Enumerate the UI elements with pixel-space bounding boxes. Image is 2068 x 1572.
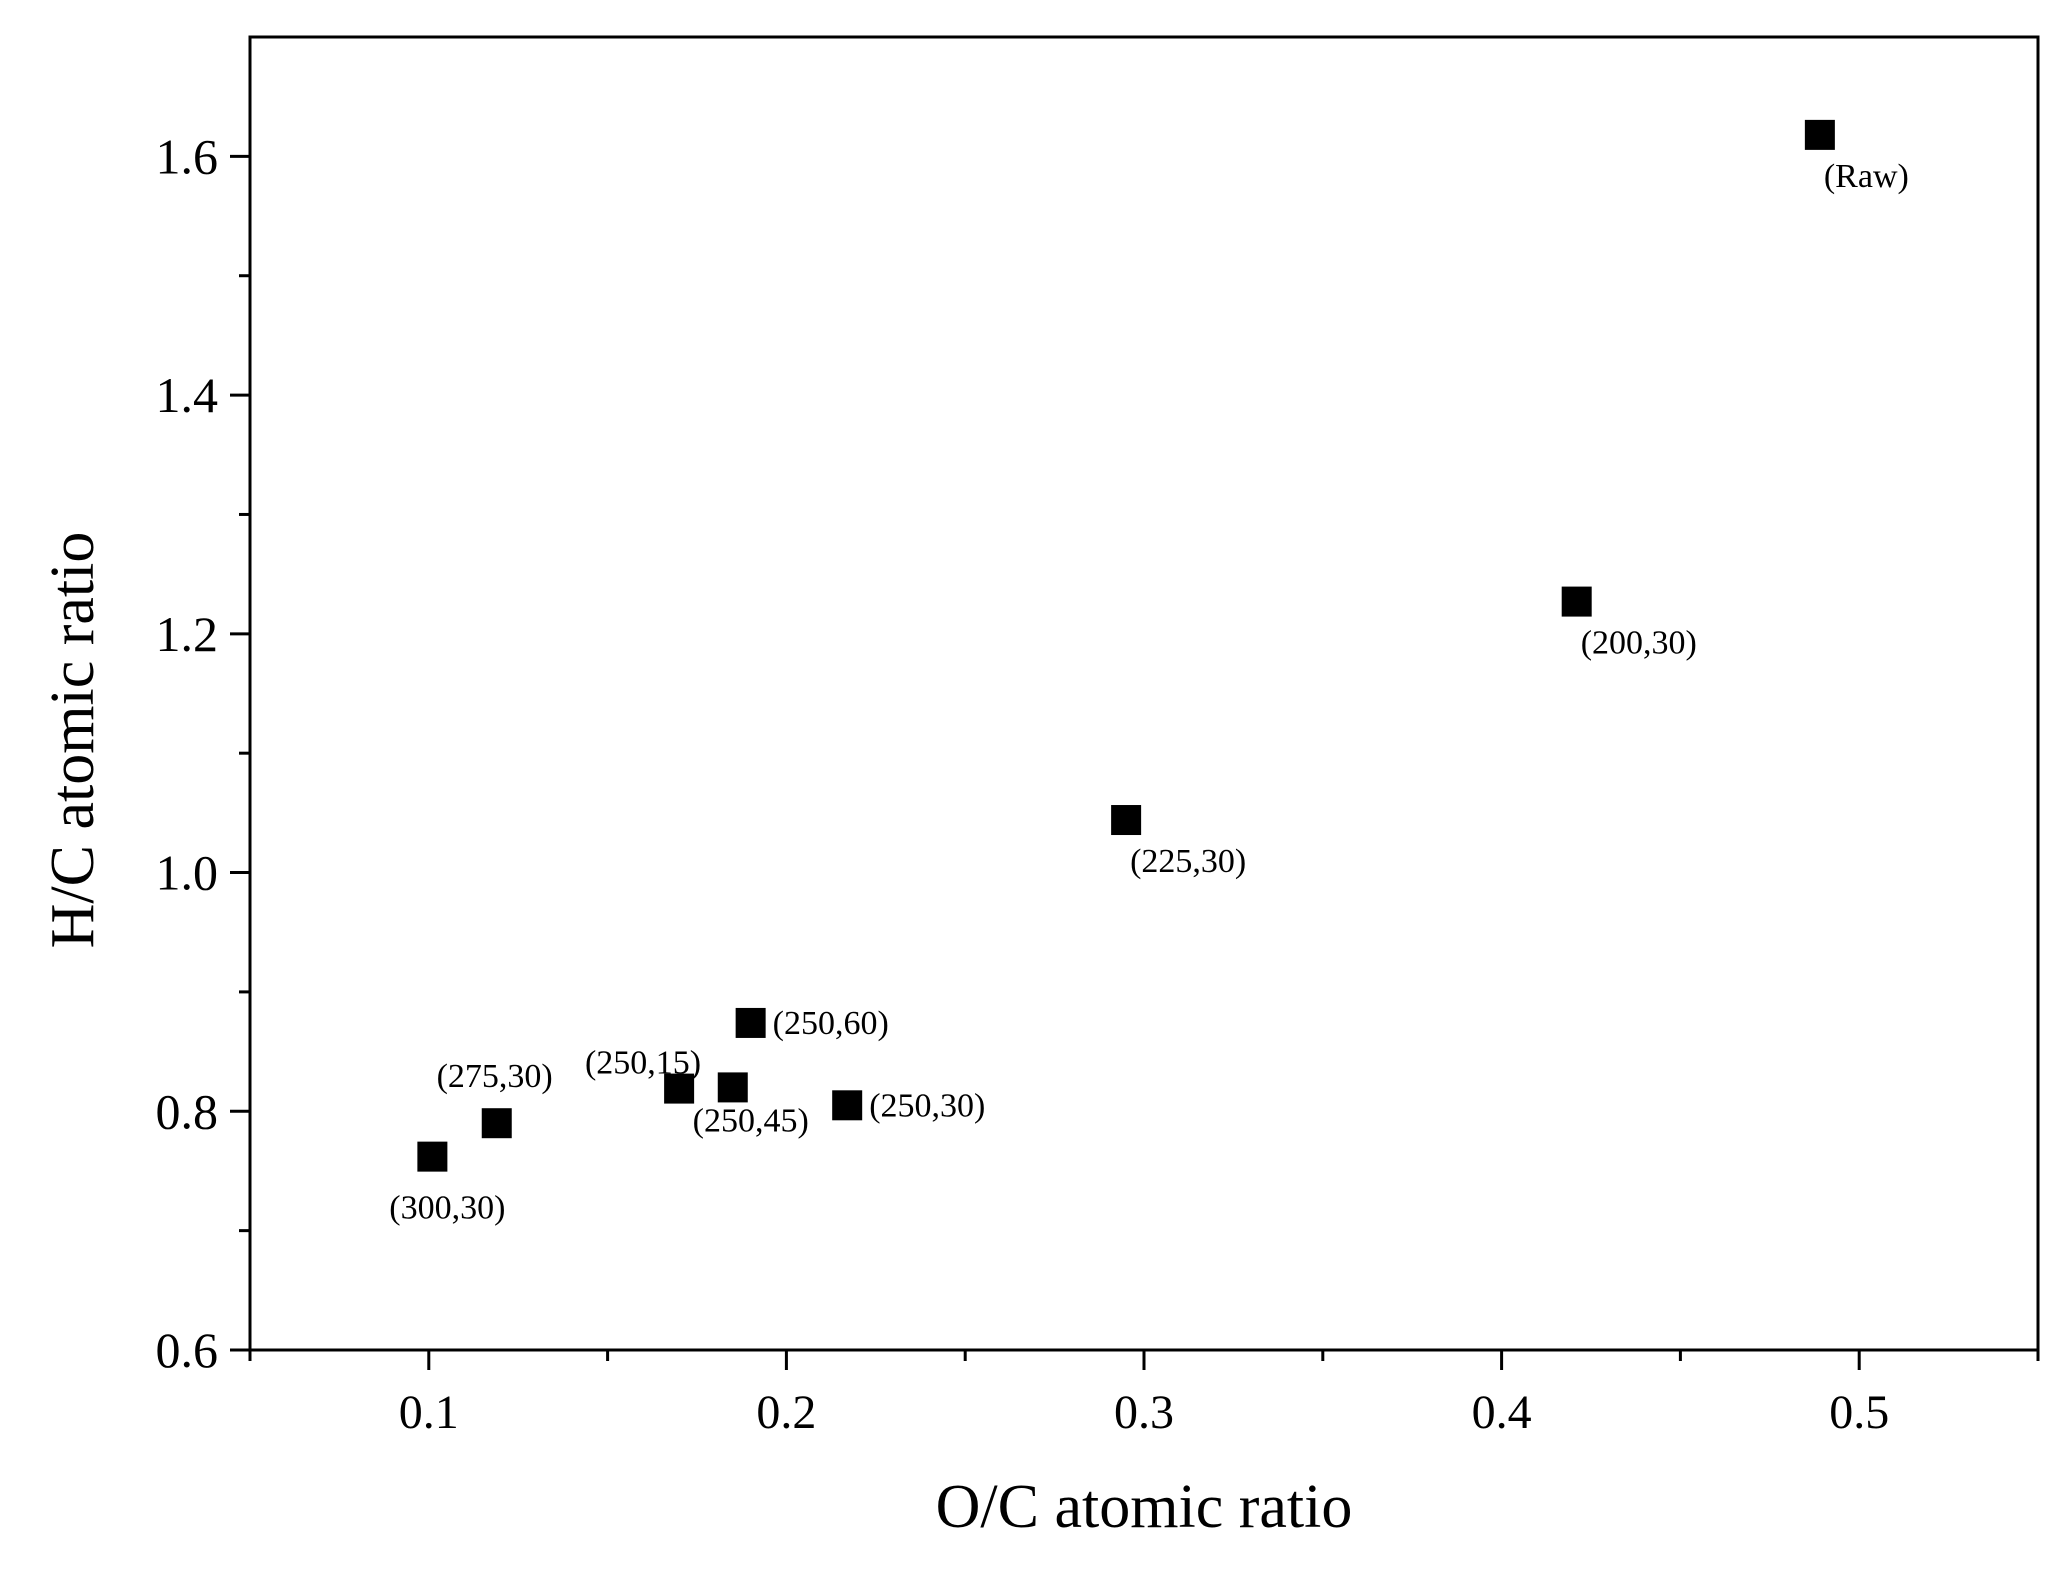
data-point-label: (200,30) <box>1581 625 1697 662</box>
data-point-label: (250,45) <box>693 1102 809 1139</box>
data-point-marker <box>417 1141 448 1172</box>
data-point-label: (250,15) <box>585 1045 701 1082</box>
x-tick-label: 0.4 <box>1472 1386 1532 1439</box>
data-point-marker <box>735 1007 766 1038</box>
data-point-marker <box>481 1108 512 1139</box>
x-axis-title: O/C atomic ratio <box>936 1473 1353 1541</box>
data-point-marker <box>717 1072 748 1103</box>
y-tick-label: 1.2 <box>156 606 219 662</box>
data-point-label: (275,30) <box>437 1058 553 1095</box>
data-point-label: (225,30) <box>1130 843 1246 880</box>
plot-frame <box>248 35 2040 1352</box>
data-point-marker <box>832 1090 863 1121</box>
data-point-marker <box>1804 119 1835 150</box>
y-axis-title: H/C atomic ratio <box>39 532 107 949</box>
x-tick-label: 0.1 <box>399 1386 459 1439</box>
y-tick-label: 1.6 <box>156 128 219 184</box>
data-point-marker <box>664 1073 695 1104</box>
y-tick-label: 1.0 <box>156 845 219 901</box>
data-point-marker <box>1561 586 1592 617</box>
y-tick-label: 1.4 <box>156 367 219 423</box>
axis-ticks <box>230 154 2040 1370</box>
data-point-label: (250,30) <box>869 1087 985 1124</box>
axis-tick-labels: 0.1 0.2 0.3 0.4 0.5 0.6 0.8 1.0 1.2 1.4 1.6 <box>156 128 1890 1439</box>
y-tick-label: 0.8 <box>156 1083 219 1139</box>
data-point-label: (250,60) <box>773 1005 889 1042</box>
x-tick-label: 0.2 <box>756 1386 816 1439</box>
data-point-marker <box>1111 805 1142 836</box>
data-point-labels: (300,30) (275,30) (250,15) (250,45) (250,60)… <box>389 158 1909 1227</box>
x-tick-label: 0.5 <box>1829 1386 1889 1439</box>
data-point-label: (300,30) <box>389 1190 505 1227</box>
y-tick-label: 0.6 <box>156 1322 219 1378</box>
x-tick-label: 0.3 <box>1114 1386 1174 1439</box>
data-point-label: (Raw) <box>1824 158 1909 195</box>
data-points <box>417 119 1835 1172</box>
